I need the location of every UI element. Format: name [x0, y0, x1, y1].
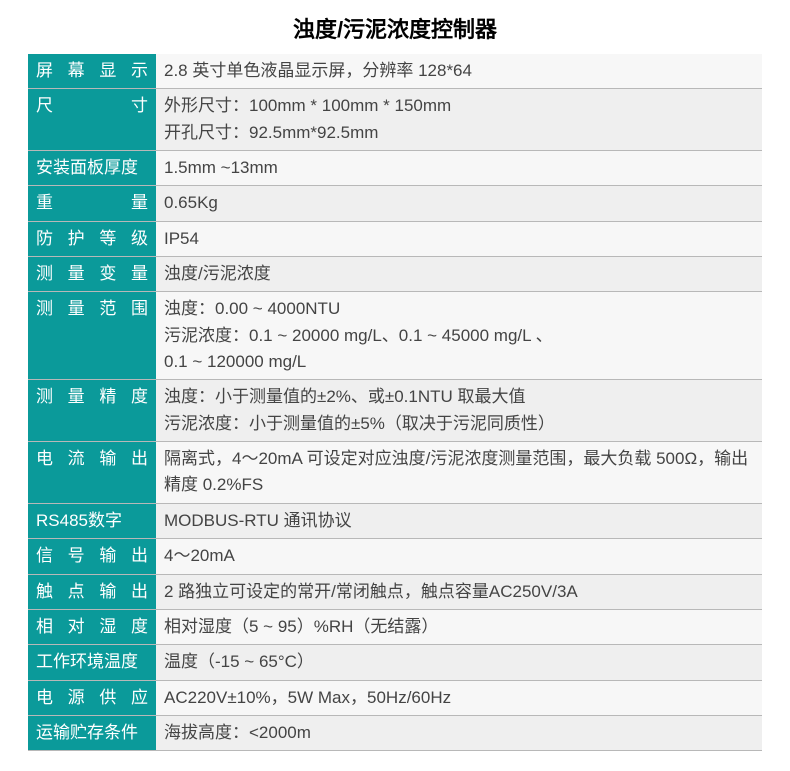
- spec-row: 重量0.65Kg: [28, 186, 762, 221]
- spec-row: 电源供应AC220V±10%，5W Max，50Hz/60Hz: [28, 680, 762, 715]
- spec-table: 屏幕显示2.8 英寸单色液晶显示屏，分辨率 128*64尺寸外形尺寸：100mm…: [28, 54, 762, 751]
- spec-value: 2.8 英寸单色液晶显示屏，分辨率 128*64: [156, 54, 762, 89]
- spec-value: 隔离式，4～20mA 可设定对应浊度/污泥浓度测量范围，最大负载 500Ω，输出…: [156, 442, 762, 504]
- spec-value: 相对湿度（5 ~ 95）%RH（无结露）: [156, 609, 762, 644]
- spec-row: 信号输出4～20mA: [28, 539, 762, 574]
- spec-row: 电流输出隔离式，4～20mA 可设定对应浊度/污泥浓度测量范围，最大负载 500…: [28, 442, 762, 504]
- spec-label: 运输贮存条件: [28, 715, 156, 750]
- spec-value: 浊度：小于测量值的±2%、或±0.1NTU 取最大值污泥浓度：小于测量值的±5%…: [156, 380, 762, 442]
- spec-row: 工作环境温度温度（-15 ~ 65°C）: [28, 645, 762, 680]
- spec-label: 防护等级: [28, 221, 156, 256]
- spec-label: 工作环境温度: [28, 645, 156, 680]
- page-title: 浊度/污泥浓度控制器: [28, 12, 762, 44]
- spec-value: 温度（-15 ~ 65°C）: [156, 645, 762, 680]
- spec-row: 触点输出2 路独立可设定的常开/常闭触点，触点容量AC250V/3A: [28, 574, 762, 609]
- spec-value: 海拔高度：<2000m: [156, 715, 762, 750]
- spec-value: IP54: [156, 221, 762, 256]
- spec-label: 重量: [28, 186, 156, 221]
- spec-label: RS485数字: [28, 503, 156, 538]
- spec-row: 测量范围浊度：0.00 ~ 4000NTU污泥浓度：0.1 ~ 20000 mg…: [28, 292, 762, 380]
- spec-row: 尺寸外形尺寸：100mm * 100mm * 150mm开孔尺寸：92.5mm*…: [28, 89, 762, 151]
- spec-row: RS485数字MODBUS-RTU 通讯协议: [28, 503, 762, 538]
- spec-label: 信号输出: [28, 539, 156, 574]
- spec-label: 屏幕显示: [28, 54, 156, 89]
- spec-sheet: 浊度/污泥浓度控制器 屏幕显示2.8 英寸单色液晶显示屏，分辨率 128*64尺…: [0, 0, 790, 771]
- spec-value: AC220V±10%，5W Max，50Hz/60Hz: [156, 680, 762, 715]
- spec-row: 测量精度浊度：小于测量值的±2%、或±0.1NTU 取最大值污泥浓度：小于测量值…: [28, 380, 762, 442]
- spec-value: 2 路独立可设定的常开/常闭触点，触点容量AC250V/3A: [156, 574, 762, 609]
- spec-value: 外形尺寸：100mm * 100mm * 150mm开孔尺寸：92.5mm*92…: [156, 89, 762, 151]
- spec-table-body: 屏幕显示2.8 英寸单色液晶显示屏，分辨率 128*64尺寸外形尺寸：100mm…: [28, 54, 762, 751]
- spec-label: 安装面板厚度: [28, 151, 156, 186]
- spec-label: 相对湿度: [28, 609, 156, 644]
- spec-row: 安装面板厚度1.5mm ~13mm: [28, 151, 762, 186]
- spec-value: 浊度/污泥浓度: [156, 257, 762, 292]
- spec-value: 0.65Kg: [156, 186, 762, 221]
- spec-value: MODBUS-RTU 通讯协议: [156, 503, 762, 538]
- spec-label: 尺寸: [28, 89, 156, 151]
- spec-label: 电流输出: [28, 442, 156, 504]
- spec-row: 相对湿度相对湿度（5 ~ 95）%RH（无结露）: [28, 609, 762, 644]
- spec-label: 电源供应: [28, 680, 156, 715]
- spec-row: 运输贮存条件海拔高度：<2000m: [28, 715, 762, 750]
- spec-label: 测量变量: [28, 257, 156, 292]
- spec-value: 1.5mm ~13mm: [156, 151, 762, 186]
- spec-label: 触点输出: [28, 574, 156, 609]
- spec-label: 测量范围: [28, 292, 156, 380]
- spec-row: 测量变量浊度/污泥浓度: [28, 257, 762, 292]
- spec-label: 测量精度: [28, 380, 156, 442]
- spec-value: 4～20mA: [156, 539, 762, 574]
- spec-value: 浊度：0.00 ~ 4000NTU污泥浓度：0.1 ~ 20000 mg/L、0…: [156, 292, 762, 380]
- spec-row: 屏幕显示2.8 英寸单色液晶显示屏，分辨率 128*64: [28, 54, 762, 89]
- spec-row: 防护等级IP54: [28, 221, 762, 256]
